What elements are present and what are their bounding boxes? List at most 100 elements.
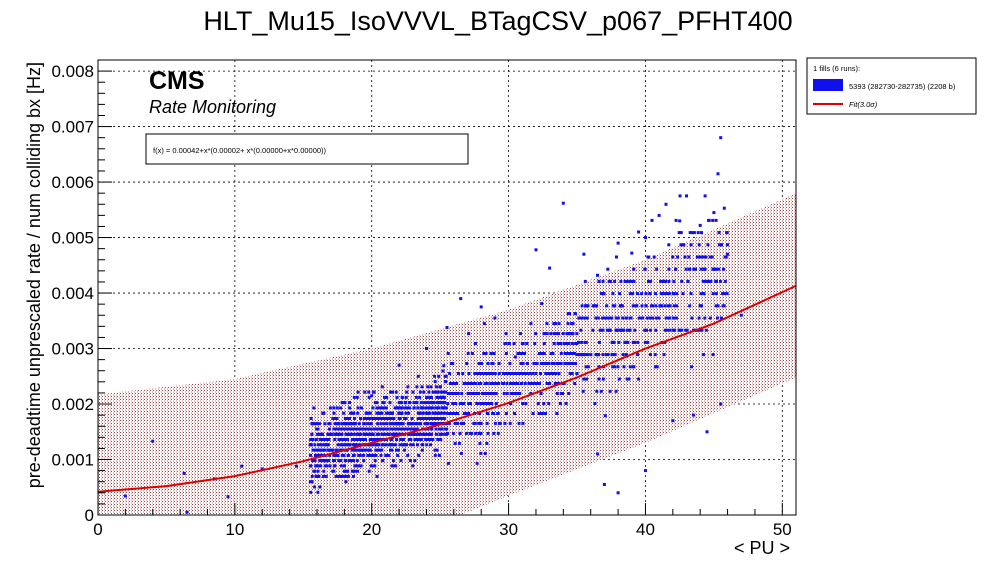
data-point xyxy=(542,332,546,336)
data-point xyxy=(408,422,412,426)
data-point xyxy=(594,353,598,357)
data-point xyxy=(480,372,484,375)
data-point xyxy=(394,448,398,452)
data-point xyxy=(418,438,422,441)
data-point xyxy=(371,438,375,441)
data-point xyxy=(650,218,654,222)
data-point xyxy=(403,417,406,420)
data-point xyxy=(565,352,569,355)
data-point xyxy=(675,304,679,308)
data-point xyxy=(450,392,454,395)
data-point xyxy=(333,417,337,420)
data-point xyxy=(674,267,678,271)
data-point xyxy=(408,459,412,463)
data-point xyxy=(493,421,497,425)
data-point xyxy=(309,453,313,457)
data-point xyxy=(382,422,386,426)
data-point xyxy=(649,328,653,332)
data-point xyxy=(318,459,322,463)
data-point xyxy=(439,390,443,394)
data-point xyxy=(319,464,323,468)
data-point xyxy=(465,431,468,435)
data-point xyxy=(427,390,431,394)
data-point xyxy=(327,438,331,441)
data-point xyxy=(610,316,614,320)
data-point xyxy=(350,448,354,452)
data-point xyxy=(314,474,318,478)
data-point xyxy=(382,432,386,436)
data-point xyxy=(696,231,700,235)
data-point xyxy=(352,443,356,447)
data-point xyxy=(489,372,493,375)
data-point xyxy=(671,419,675,423)
data-point xyxy=(606,353,610,357)
data-point xyxy=(440,427,443,431)
data-point xyxy=(420,385,424,389)
data-point xyxy=(540,412,544,415)
data-point xyxy=(352,469,356,473)
data-point xyxy=(382,443,386,447)
data-point xyxy=(659,304,663,308)
data-point xyxy=(679,243,683,247)
data-point xyxy=(616,365,620,369)
data-point xyxy=(604,353,608,357)
data-point xyxy=(456,421,460,425)
data-point xyxy=(475,461,479,465)
data-point xyxy=(504,342,508,345)
data-point xyxy=(575,353,579,357)
data-point xyxy=(415,385,419,389)
data-point xyxy=(629,316,633,320)
data-point xyxy=(391,390,394,394)
data-point xyxy=(387,453,391,457)
data-point xyxy=(582,377,586,381)
data-point xyxy=(380,406,384,410)
data-point xyxy=(565,332,569,336)
data-point xyxy=(497,421,501,425)
data-point xyxy=(699,267,703,271)
data-point xyxy=(486,392,490,395)
data-point xyxy=(525,362,529,365)
data-point xyxy=(551,372,554,375)
data-point xyxy=(469,392,473,395)
data-point xyxy=(696,255,699,259)
data-point xyxy=(551,362,555,365)
data-point xyxy=(444,406,448,410)
data-point xyxy=(442,390,446,394)
data-point xyxy=(677,231,681,235)
data-point xyxy=(680,328,684,332)
data-point xyxy=(521,402,525,405)
data-point xyxy=(317,443,320,447)
data-point xyxy=(648,292,652,296)
data-point xyxy=(371,406,375,410)
data-point xyxy=(464,412,468,415)
data-point xyxy=(326,443,330,447)
data-point xyxy=(462,421,465,425)
data-point xyxy=(355,448,359,452)
data-point xyxy=(339,464,343,468)
data-point xyxy=(377,427,381,431)
legend: 1 fills (6 runs): 5393 (282730-282735) (… xyxy=(806,57,977,115)
data-point xyxy=(317,422,321,426)
data-point xyxy=(392,464,396,468)
data-point xyxy=(316,464,320,468)
data-point xyxy=(481,402,485,405)
data-point xyxy=(692,267,696,271)
data-point xyxy=(716,304,720,308)
plot-frame xyxy=(97,59,797,516)
data-point xyxy=(698,255,702,259)
data-point xyxy=(532,362,536,365)
data-point xyxy=(654,304,658,308)
legend-label-fit: Fit(3.0σ) xyxy=(849,100,878,109)
data-point xyxy=(334,448,338,452)
data-point xyxy=(352,411,356,415)
data-point xyxy=(459,297,463,301)
data-point xyxy=(397,411,401,415)
data-point xyxy=(325,464,329,468)
data-point xyxy=(486,372,490,375)
rate-monitoring-label: Rate Monitoring xyxy=(149,97,276,117)
data-point xyxy=(395,438,398,441)
data-point xyxy=(708,316,712,320)
data-points xyxy=(123,136,743,514)
data-point xyxy=(632,267,636,271)
data-point xyxy=(436,390,440,394)
